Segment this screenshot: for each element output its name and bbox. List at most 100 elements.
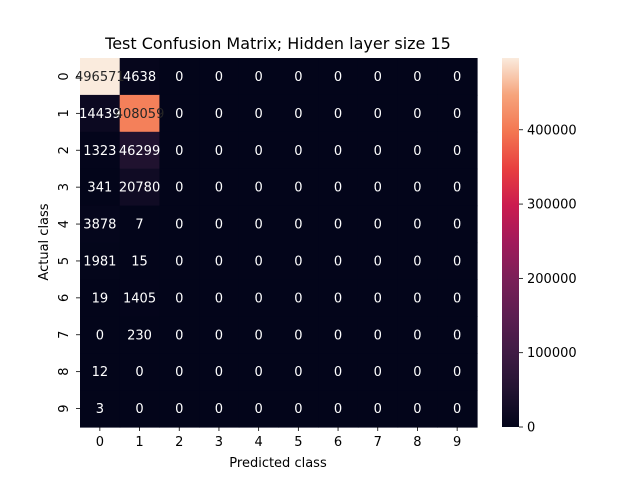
heatmap-cell	[199, 242, 240, 280]
heatmap-cell	[238, 316, 280, 354]
heatmap-cell	[397, 205, 438, 244]
heatmap-cell	[119, 205, 160, 244]
heatmap-cell	[397, 390, 438, 428]
cell-value-label: 0	[453, 402, 461, 417]
cell-value-label: 0	[374, 70, 382, 85]
heatmap-cell	[318, 168, 359, 207]
cell-value-label: 0	[255, 181, 263, 196]
heatmap-cell	[357, 168, 399, 207]
heatmap-cell	[80, 131, 121, 170]
cell-value-label: 0	[334, 328, 342, 343]
cell-value-label: 0	[413, 107, 421, 122]
cell-value-label: 0	[175, 218, 183, 233]
cell-value-label: 0	[255, 328, 263, 343]
x-tick-label: 2	[175, 435, 183, 450]
x-tick-label: 6	[334, 435, 342, 450]
heatmap-cell	[80, 58, 121, 96]
cell-value-label: 0	[255, 402, 263, 417]
cell-value-label: 0	[175, 70, 183, 85]
heatmap-cell	[437, 205, 478, 244]
cell-value-label: 0	[453, 107, 461, 122]
cell-value-label: 0	[413, 218, 421, 233]
cell-value-label: 0	[135, 402, 143, 417]
cell-value-label: 0	[413, 181, 421, 196]
heatmap-cell	[357, 316, 399, 354]
heatmap-cell	[437, 94, 478, 133]
cell-value-label: 0	[413, 291, 421, 306]
cell-value-label: 0	[215, 107, 223, 122]
heatmap-cell	[159, 353, 200, 391]
cell-value-label: 0	[255, 291, 263, 306]
cell-value-label: 0	[175, 144, 183, 159]
cell-value-label: 0	[374, 181, 382, 196]
cell-value-label: 0	[374, 291, 382, 306]
heatmap-cell	[199, 353, 240, 391]
cell-value-label: 0	[334, 144, 342, 159]
colorbar-tick-label: 0	[527, 421, 535, 436]
y-tick-label: 2	[57, 146, 72, 154]
cell-value-label: 0	[413, 254, 421, 269]
heatmap-cell	[357, 279, 399, 317]
heatmap-cell	[238, 353, 280, 391]
cell-value-label: 496571	[75, 70, 125, 85]
cell-value-label: 0	[215, 291, 223, 306]
cell-value-label: 0	[215, 328, 223, 343]
heatmap-cell	[278, 242, 319, 280]
heatmap-cell	[119, 390, 160, 428]
heatmap-cell	[437, 390, 478, 428]
cell-value-label: 0	[453, 181, 461, 196]
heatmap-cell	[80, 353, 121, 391]
cell-value-label: 0	[453, 70, 461, 85]
heatmap-cell	[397, 242, 438, 280]
cell-value-label: 0	[334, 402, 342, 417]
y-tick-label: 6	[57, 294, 72, 302]
heatmap-cell	[238, 390, 280, 428]
heatmap-cell	[159, 94, 200, 133]
cell-value-label: 0	[374, 365, 382, 380]
heatmap-cell	[199, 168, 240, 207]
heatmap-cell	[238, 58, 280, 96]
y-tick-label: 0	[57, 72, 72, 80]
cell-value-label: 0	[215, 144, 223, 159]
cell-value-label: 15	[131, 254, 148, 269]
x-tick-label: 5	[294, 435, 302, 450]
x-tick-label: 8	[413, 435, 421, 450]
cell-value-label: 14439	[79, 107, 120, 122]
cell-value-label: 0	[413, 70, 421, 85]
y-tick-label: 8	[57, 368, 72, 376]
cell-value-label: 0	[255, 218, 263, 233]
heatmap-cell	[80, 168, 121, 207]
heatmap-cell	[357, 390, 399, 428]
heatmap-cell	[437, 168, 478, 207]
cell-value-label: 7	[135, 218, 143, 233]
heatmap-cell	[238, 168, 280, 207]
cell-value-label: 0	[215, 365, 223, 380]
heatmap-cell	[278, 353, 319, 391]
heatmap-cell	[318, 131, 359, 170]
heatmap-cell	[437, 316, 478, 354]
colorbar-ticks: 0 100000 200000 300000 400000	[519, 123, 577, 436]
heatmap-cell	[119, 242, 160, 280]
cell-value-label: 3	[96, 402, 104, 417]
colorbar-tick-label: 200000	[527, 272, 577, 287]
heatmap-cell	[397, 168, 438, 207]
heatmap-cell	[159, 58, 200, 96]
chart-title: Test Confusion Matrix; Hidden layer size…	[104, 34, 451, 53]
heatmap-cell	[397, 316, 438, 354]
cell-value-label: 12	[92, 365, 109, 380]
y-tick-label: 1	[57, 109, 72, 117]
heatmap-cell	[119, 94, 160, 133]
cell-value-label: 341	[87, 181, 112, 196]
cell-value-label: 0	[374, 144, 382, 159]
y-axis-label: Actual class	[37, 203, 52, 280]
heatmap-cell	[199, 316, 240, 354]
cell-value-label: 19	[92, 291, 109, 306]
heatmap-cell	[199, 58, 240, 96]
cell-value-label: 0	[374, 254, 382, 269]
cell-value-label: 4638	[123, 70, 156, 85]
heatmap-cell	[357, 94, 399, 133]
x-tick-label: 0	[96, 435, 104, 450]
cell-value-label: 0	[453, 328, 461, 343]
y-tick-label: 9	[57, 404, 72, 412]
cell-value-label: 20780	[119, 181, 160, 196]
